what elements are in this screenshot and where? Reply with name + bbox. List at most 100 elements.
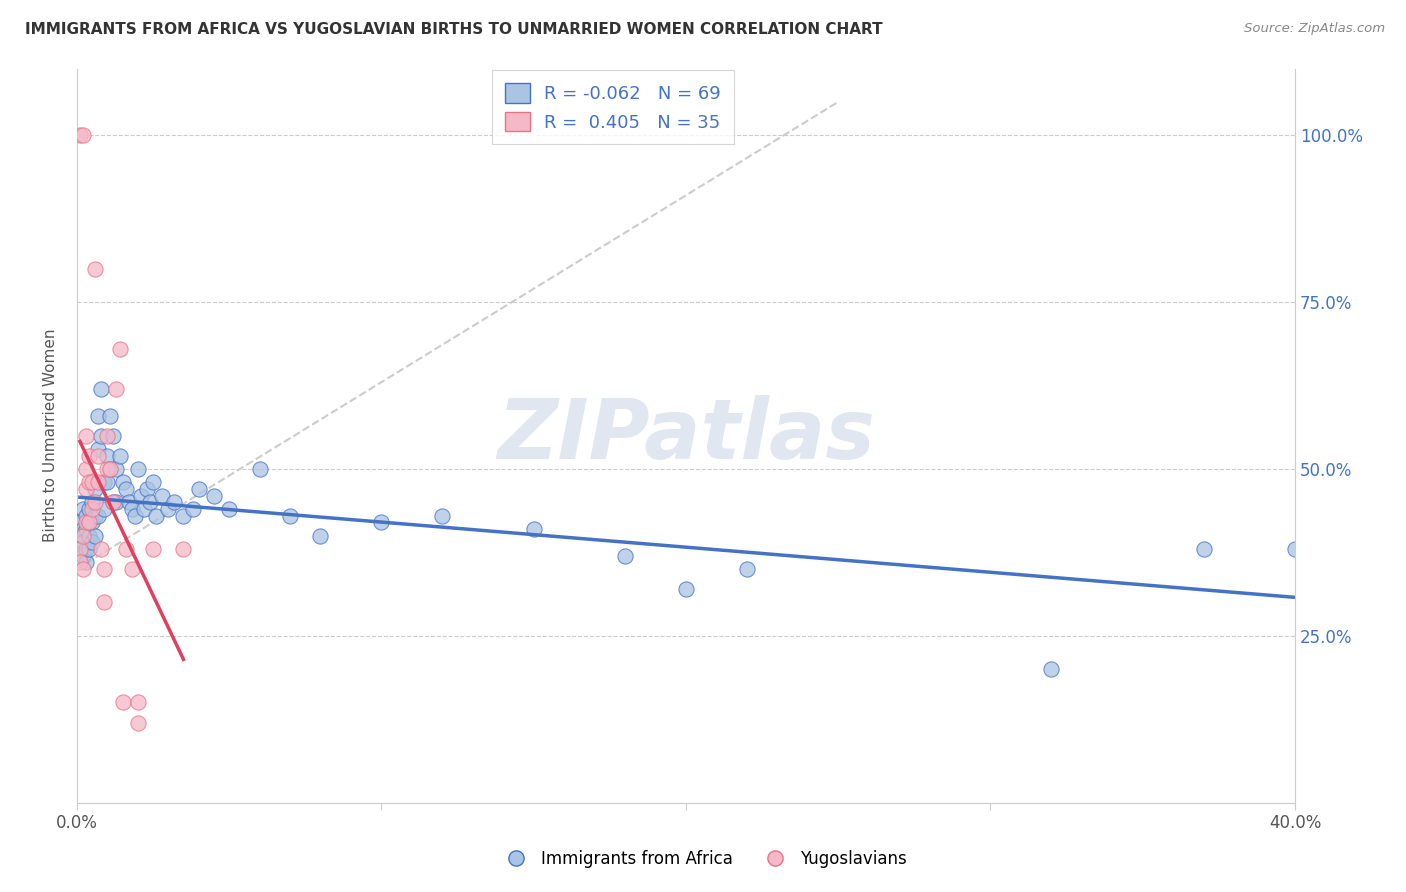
Point [82,495,104,509]
Point [105,382,128,396]
Point [75,462,97,476]
Point [105,462,128,476]
Point [98,462,121,476]
Point [187,482,209,496]
Point [72,562,94,576]
Point [735,562,758,576]
Point [77,516,100,530]
Point [202,489,225,503]
Point [96,449,118,463]
Point [370,516,392,530]
Point [72,535,94,549]
Point [93,562,115,576]
Point [84,261,107,276]
Point [1040,662,1063,676]
Point [72,529,94,543]
Text: ZIPatlas: ZIPatlas [496,395,875,476]
Point [98,409,121,423]
Point [77,475,100,490]
Point [82,502,104,516]
Point [84,508,107,523]
Point [218,502,240,516]
Point [96,428,118,442]
Point [103,428,125,442]
Text: IMMIGRANTS FROM AFRICA VS YUGOSLAVIAN BIRTHS TO UNMARRIED WOMEN CORRELATION CHAR: IMMIGRANTS FROM AFRICA VS YUGOSLAVIAN BI… [25,22,883,37]
Point [108,342,131,356]
Point [1284,541,1306,556]
Point [77,541,100,556]
Point [249,462,271,476]
Point [69,541,91,556]
Point [77,502,100,516]
Point [75,516,97,530]
Text: Source: ZipAtlas.com: Source: ZipAtlas.com [1244,22,1385,36]
Point [127,462,149,476]
Point [75,508,97,523]
Point [75,555,97,569]
Point [129,489,152,503]
Point [675,582,697,596]
Point [84,495,107,509]
Y-axis label: Births to Unmarried Women: Births to Unmarried Women [44,329,58,542]
Point [84,482,107,496]
Point [77,449,100,463]
Point [96,462,118,476]
Point [117,495,139,509]
Point [90,428,112,442]
Point [135,482,157,496]
Point [93,595,115,609]
Point [523,522,546,536]
Point [72,549,94,563]
Point [82,535,104,549]
Point [145,508,167,523]
Point [75,541,97,556]
Point [1192,541,1215,556]
Point [84,529,107,543]
Point [432,508,454,523]
Point [96,475,118,490]
Point [90,382,112,396]
Point [87,409,110,423]
Point [157,502,180,516]
Point [72,502,94,516]
Point [105,495,128,509]
Point [142,541,165,556]
Point [93,502,115,516]
Point [69,128,91,143]
Point [139,495,162,509]
Point [87,508,110,523]
Point [75,522,97,536]
Point [69,555,91,569]
Point [127,715,149,730]
Point [142,475,165,490]
Point [77,529,100,543]
Point [72,522,94,536]
Point [87,442,110,456]
Point [127,696,149,710]
Point [90,541,112,556]
Point [72,128,94,143]
Point [69,529,91,543]
Point [278,508,301,523]
Point [87,449,110,463]
Legend: R = -0.062   N = 69, R =  0.405   N = 35: R = -0.062 N = 69, R = 0.405 N = 35 [492,70,734,145]
Point [103,495,125,509]
Point [172,508,194,523]
Point [93,475,115,490]
Point [163,495,186,509]
Point [75,428,97,442]
Legend: Immigrants from Africa, Yugoslavians: Immigrants from Africa, Yugoslavians [494,844,912,875]
Point [108,449,131,463]
Point [150,489,173,503]
Point [124,508,146,523]
Point [114,482,136,496]
Point [69,541,91,556]
Point [111,475,134,490]
Point [77,516,100,530]
Point [75,482,97,496]
Point [69,516,91,530]
Point [172,541,194,556]
Point [132,502,155,516]
Point [121,562,143,576]
Point [87,475,110,490]
